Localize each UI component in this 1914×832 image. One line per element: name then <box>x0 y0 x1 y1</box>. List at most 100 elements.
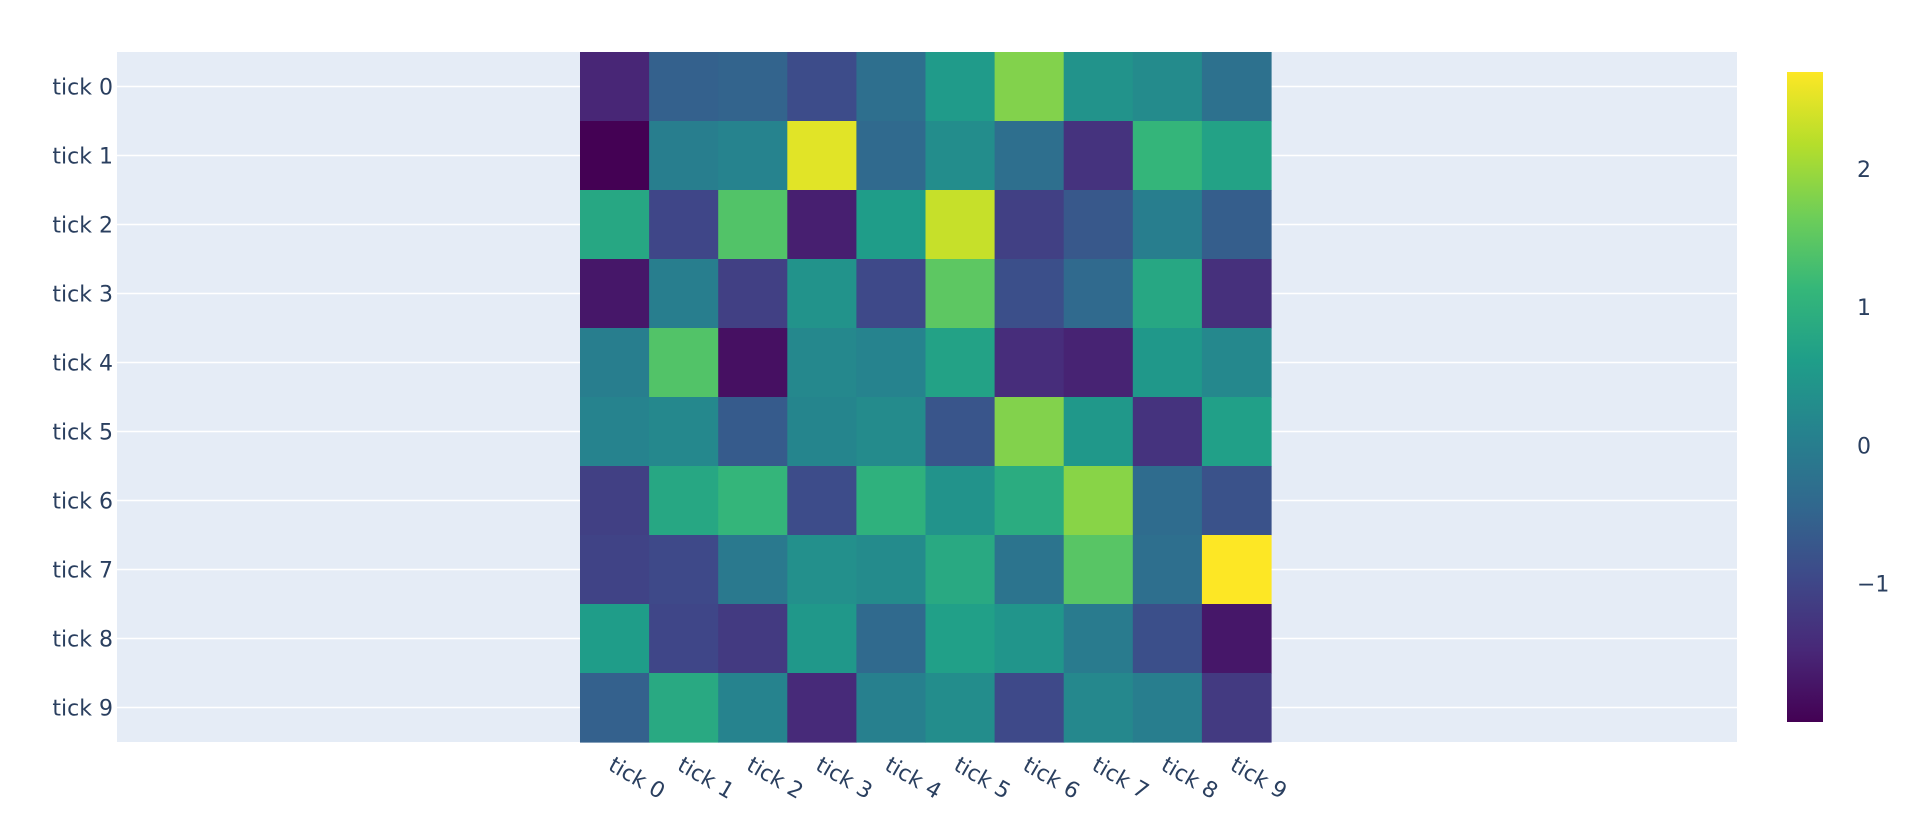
colorbar-tick-labels: 2 1 0 −1 <box>1857 158 1889 598</box>
heatmap-cell <box>580 604 650 674</box>
heatmap-cell <box>580 328 650 398</box>
heatmap-cell <box>649 259 719 329</box>
heatmap-cell <box>718 328 788 398</box>
x-tick-label: tick 9 <box>1226 753 1291 805</box>
heatmap-cell <box>718 466 788 536</box>
heatmap-cell <box>994 466 1065 536</box>
heatmap-cell <box>1132 466 1203 536</box>
heatmap-cells <box>580 52 1272 743</box>
heatmap-cell <box>856 328 927 398</box>
heatmap-cell <box>787 52 857 122</box>
heatmap-cell <box>787 604 857 674</box>
heatmap-cell <box>925 604 996 674</box>
heatmap-cell <box>994 52 1065 122</box>
heatmap-cell <box>994 259 1065 329</box>
heatmap-cell <box>856 604 927 674</box>
heatmap-cell <box>649 328 719 398</box>
heatmap-cell <box>1063 466 1134 536</box>
heatmap-cell <box>925 52 996 122</box>
x-tick-label: tick 7 <box>1088 753 1153 805</box>
y-tick-label: tick 9 <box>52 697 113 722</box>
heatmap-cell <box>787 673 857 743</box>
heatmap-cell <box>1063 52 1134 122</box>
heatmap-cell <box>580 259 650 329</box>
heatmap-cell <box>925 535 996 605</box>
heatmap-cell <box>1063 259 1134 329</box>
heatmap-cell <box>649 397 719 467</box>
heatmap-cell <box>1132 673 1203 743</box>
y-tick-label: tick 1 <box>52 145 113 170</box>
y-tick-label: tick 3 <box>52 283 113 308</box>
heatmap-cell <box>1132 604 1203 674</box>
y-tick-label: tick 6 <box>52 490 113 515</box>
heatmap-cell <box>1201 259 1272 329</box>
heatmap-cell <box>787 466 857 536</box>
heatmap-cell <box>1063 397 1134 467</box>
heatmap-cell <box>1132 535 1203 605</box>
heatmap-cell <box>994 121 1065 191</box>
heatmap-cell <box>787 259 857 329</box>
colorbar-tick-label: 0 <box>1857 434 1871 459</box>
heatmap-cell <box>1063 121 1134 191</box>
heatmap-cell <box>856 52 927 122</box>
heatmap-cell <box>649 190 719 260</box>
heatmap-cell <box>1201 190 1272 260</box>
heatmap-cell <box>925 673 996 743</box>
heatmap-cell <box>994 328 1065 398</box>
heatmap-cell <box>994 397 1065 467</box>
heatmap-cell <box>1201 466 1272 536</box>
colorbar-tick-label: 2 <box>1857 158 1871 183</box>
heatmap-cell <box>718 604 788 674</box>
heatmap-cell <box>580 466 650 536</box>
heatmap-cell <box>649 121 719 191</box>
heatmap-cell <box>1201 673 1272 743</box>
heatmap-cell <box>1201 604 1272 674</box>
heatmap-cell <box>580 190 650 260</box>
heatmap-cell <box>787 190 857 260</box>
colorbar-tick-label: −1 <box>1857 573 1889 598</box>
y-axis-tick-labels: tick 0 tick 1 tick 2 tick 3 tick 4 tick 5 tick… <box>52 76 113 722</box>
y-tick-label: tick 7 <box>52 559 113 584</box>
heatmap-cell <box>1132 52 1203 122</box>
heatmap-cell <box>649 604 719 674</box>
heatmap-cell <box>718 121 788 191</box>
heatmap-cell <box>718 397 788 467</box>
heatmap-cell <box>856 259 927 329</box>
heatmap-cell <box>1063 328 1134 398</box>
heatmap-cell <box>649 535 719 605</box>
heatmap-cell <box>856 673 927 743</box>
x-tick-label: tick 2 <box>742 753 807 805</box>
heatmap-cell <box>856 190 927 260</box>
heatmap-cell <box>1201 397 1272 467</box>
y-tick-label: tick 0 <box>52 76 113 101</box>
heatmap-cell <box>994 190 1065 260</box>
y-tick-label: tick 8 <box>52 628 113 653</box>
x-tick-label: tick 3 <box>811 753 876 805</box>
heatmap-cell <box>1063 190 1134 260</box>
heatmap-cell <box>1201 328 1272 398</box>
heatmap-cell <box>580 121 650 191</box>
heatmap-cell <box>580 52 650 122</box>
heatmap-cell <box>718 52 788 122</box>
heatmap-cell <box>580 397 650 467</box>
heatmap-cell <box>649 52 719 122</box>
heatmap-cell <box>1132 121 1203 191</box>
heatmap-cell <box>925 121 996 191</box>
heatmap-cell <box>649 466 719 536</box>
heatmap-cell <box>925 466 996 536</box>
heatmap-cell <box>925 259 996 329</box>
heatmap-cell <box>1063 604 1134 674</box>
heatmap-cell <box>1132 397 1203 467</box>
heatmap-cell <box>1132 190 1203 260</box>
heatmap-cell <box>718 259 788 329</box>
heatmap-cell <box>787 328 857 398</box>
heatmap-cell <box>856 535 927 605</box>
colorbar-tick-label: 1 <box>1857 296 1871 321</box>
y-tick-label: tick 2 <box>52 214 113 239</box>
heatmap-cell <box>718 535 788 605</box>
heatmap-cell <box>1201 121 1272 191</box>
heatmap-cell <box>994 535 1065 605</box>
y-tick-label: tick 4 <box>52 352 113 377</box>
heatmap-cell <box>925 190 996 260</box>
